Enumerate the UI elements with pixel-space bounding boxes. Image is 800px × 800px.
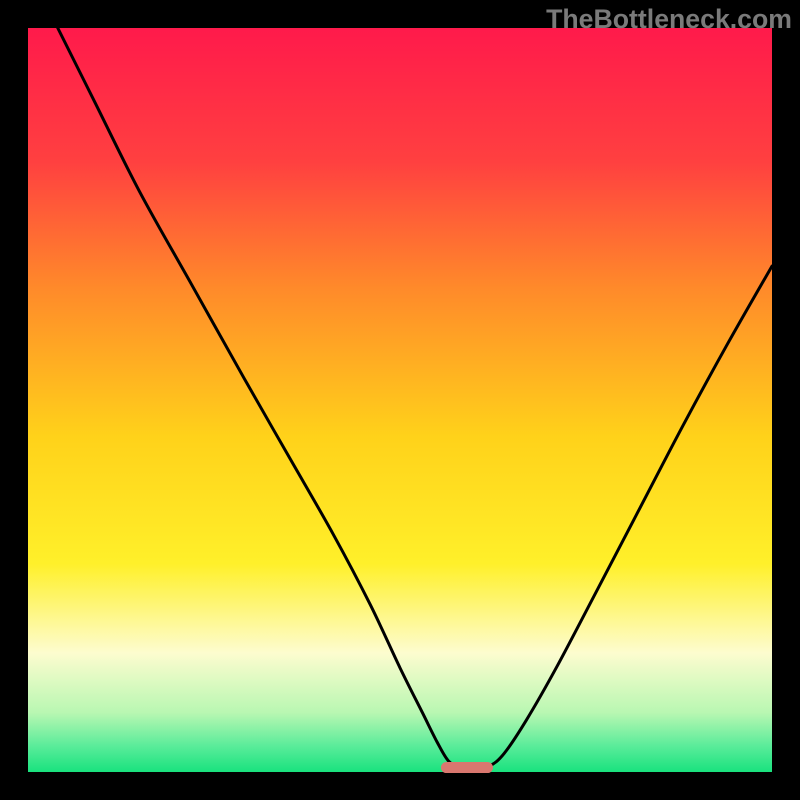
chart-frame: TheBottleneck.com (0, 0, 800, 800)
curve-svg (28, 28, 772, 772)
watermark-text: TheBottleneck.com (546, 4, 792, 35)
minimum-marker (441, 762, 493, 774)
plot-area (28, 28, 772, 772)
bottleneck-curve (58, 28, 772, 768)
